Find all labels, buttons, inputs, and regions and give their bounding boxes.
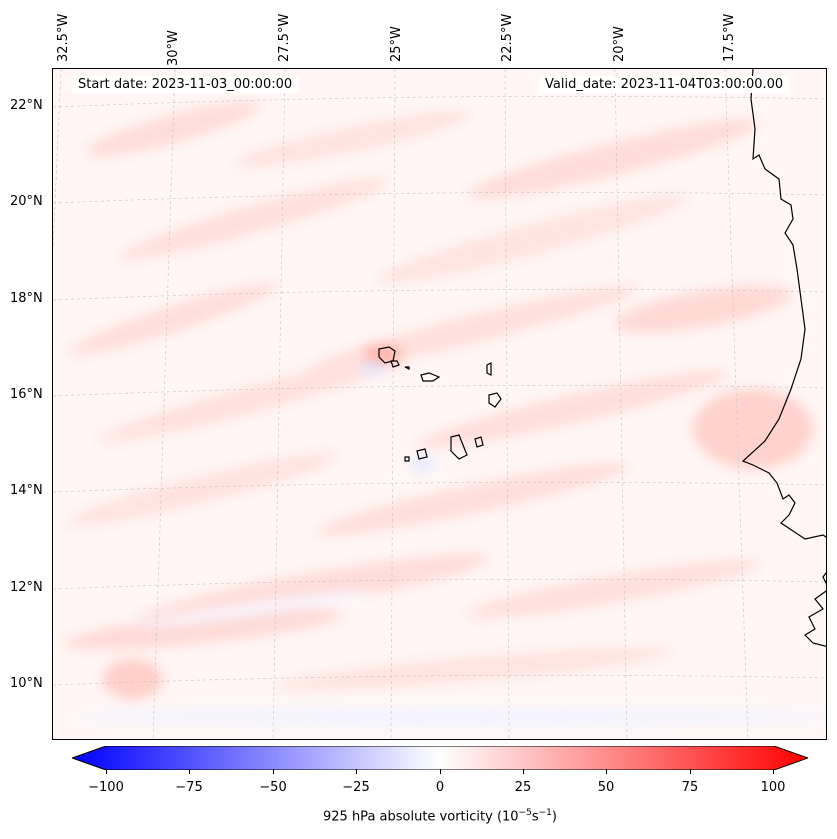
lat-label-20n: 20°N — [10, 194, 43, 209]
lon-label-20w: 20°W — [612, 26, 627, 62]
cb-tickmark — [189, 769, 190, 774]
lon-label-22.5w: 22.5°W — [500, 13, 515, 62]
vorticity-field — [53, 69, 826, 739]
colorbar-label: 925 hPa absolute vorticity (10−5s−1) — [323, 808, 557, 825]
map-panel[interactable] — [52, 68, 827, 740]
graticule — [53, 69, 826, 739]
cb-tickmark — [523, 769, 524, 774]
senegal-coast-detail — [804, 572, 826, 647]
cb-tickmark — [273, 769, 274, 774]
colorbar-gradient — [70, 745, 810, 771]
lat-label-18n: 18°N — [10, 291, 43, 306]
cb-tickmark — [356, 769, 357, 774]
lat-label-14n: 14°N — [10, 483, 43, 498]
african-coastline — [741, 69, 826, 540]
lon-label-30w: 30°W — [166, 30, 181, 66]
cb-tick-label: 50 — [597, 780, 615, 795]
lat-label-16n: 16°N — [10, 387, 43, 402]
cb-tickmark — [440, 769, 441, 774]
lat-label-12n: 12°N — [10, 580, 43, 595]
lat-label-10n: 10°N — [10, 676, 43, 691]
cb-tick-label: −50 — [259, 780, 287, 795]
cb-tickmark — [773, 769, 774, 774]
cb-tick-label: −75 — [175, 780, 203, 795]
cabo-verde-islands — [378, 346, 502, 462]
cb-tick-label: 25 — [514, 780, 532, 795]
cb-tickmark — [690, 769, 691, 774]
lon-label-25w: 25°W — [389, 26, 404, 62]
start-date-label: Start date: 2023-11-03_00:00:00 — [72, 76, 299, 93]
lon-label-27.5w: 27.5°W — [277, 13, 292, 62]
cb-tickmark — [606, 769, 607, 774]
lon-label-32.5w: 32.5°W — [56, 13, 71, 62]
cb-tick-label: 0 — [435, 780, 445, 795]
cb-tick-label: 100 — [760, 780, 786, 795]
lon-label-17.5w: 17.5°W — [722, 13, 737, 62]
valid-date-label: Valid_date: 2023-11-04T03:00:00.00 — [539, 76, 790, 93]
cb-tick-label: −100 — [88, 780, 124, 795]
cb-tick-label: −25 — [342, 780, 370, 795]
cb-tick-label: 75 — [681, 780, 699, 795]
lat-label-22n: 22°N — [10, 98, 43, 113]
cb-tickmark — [106, 769, 107, 774]
colorbar — [70, 745, 810, 771]
